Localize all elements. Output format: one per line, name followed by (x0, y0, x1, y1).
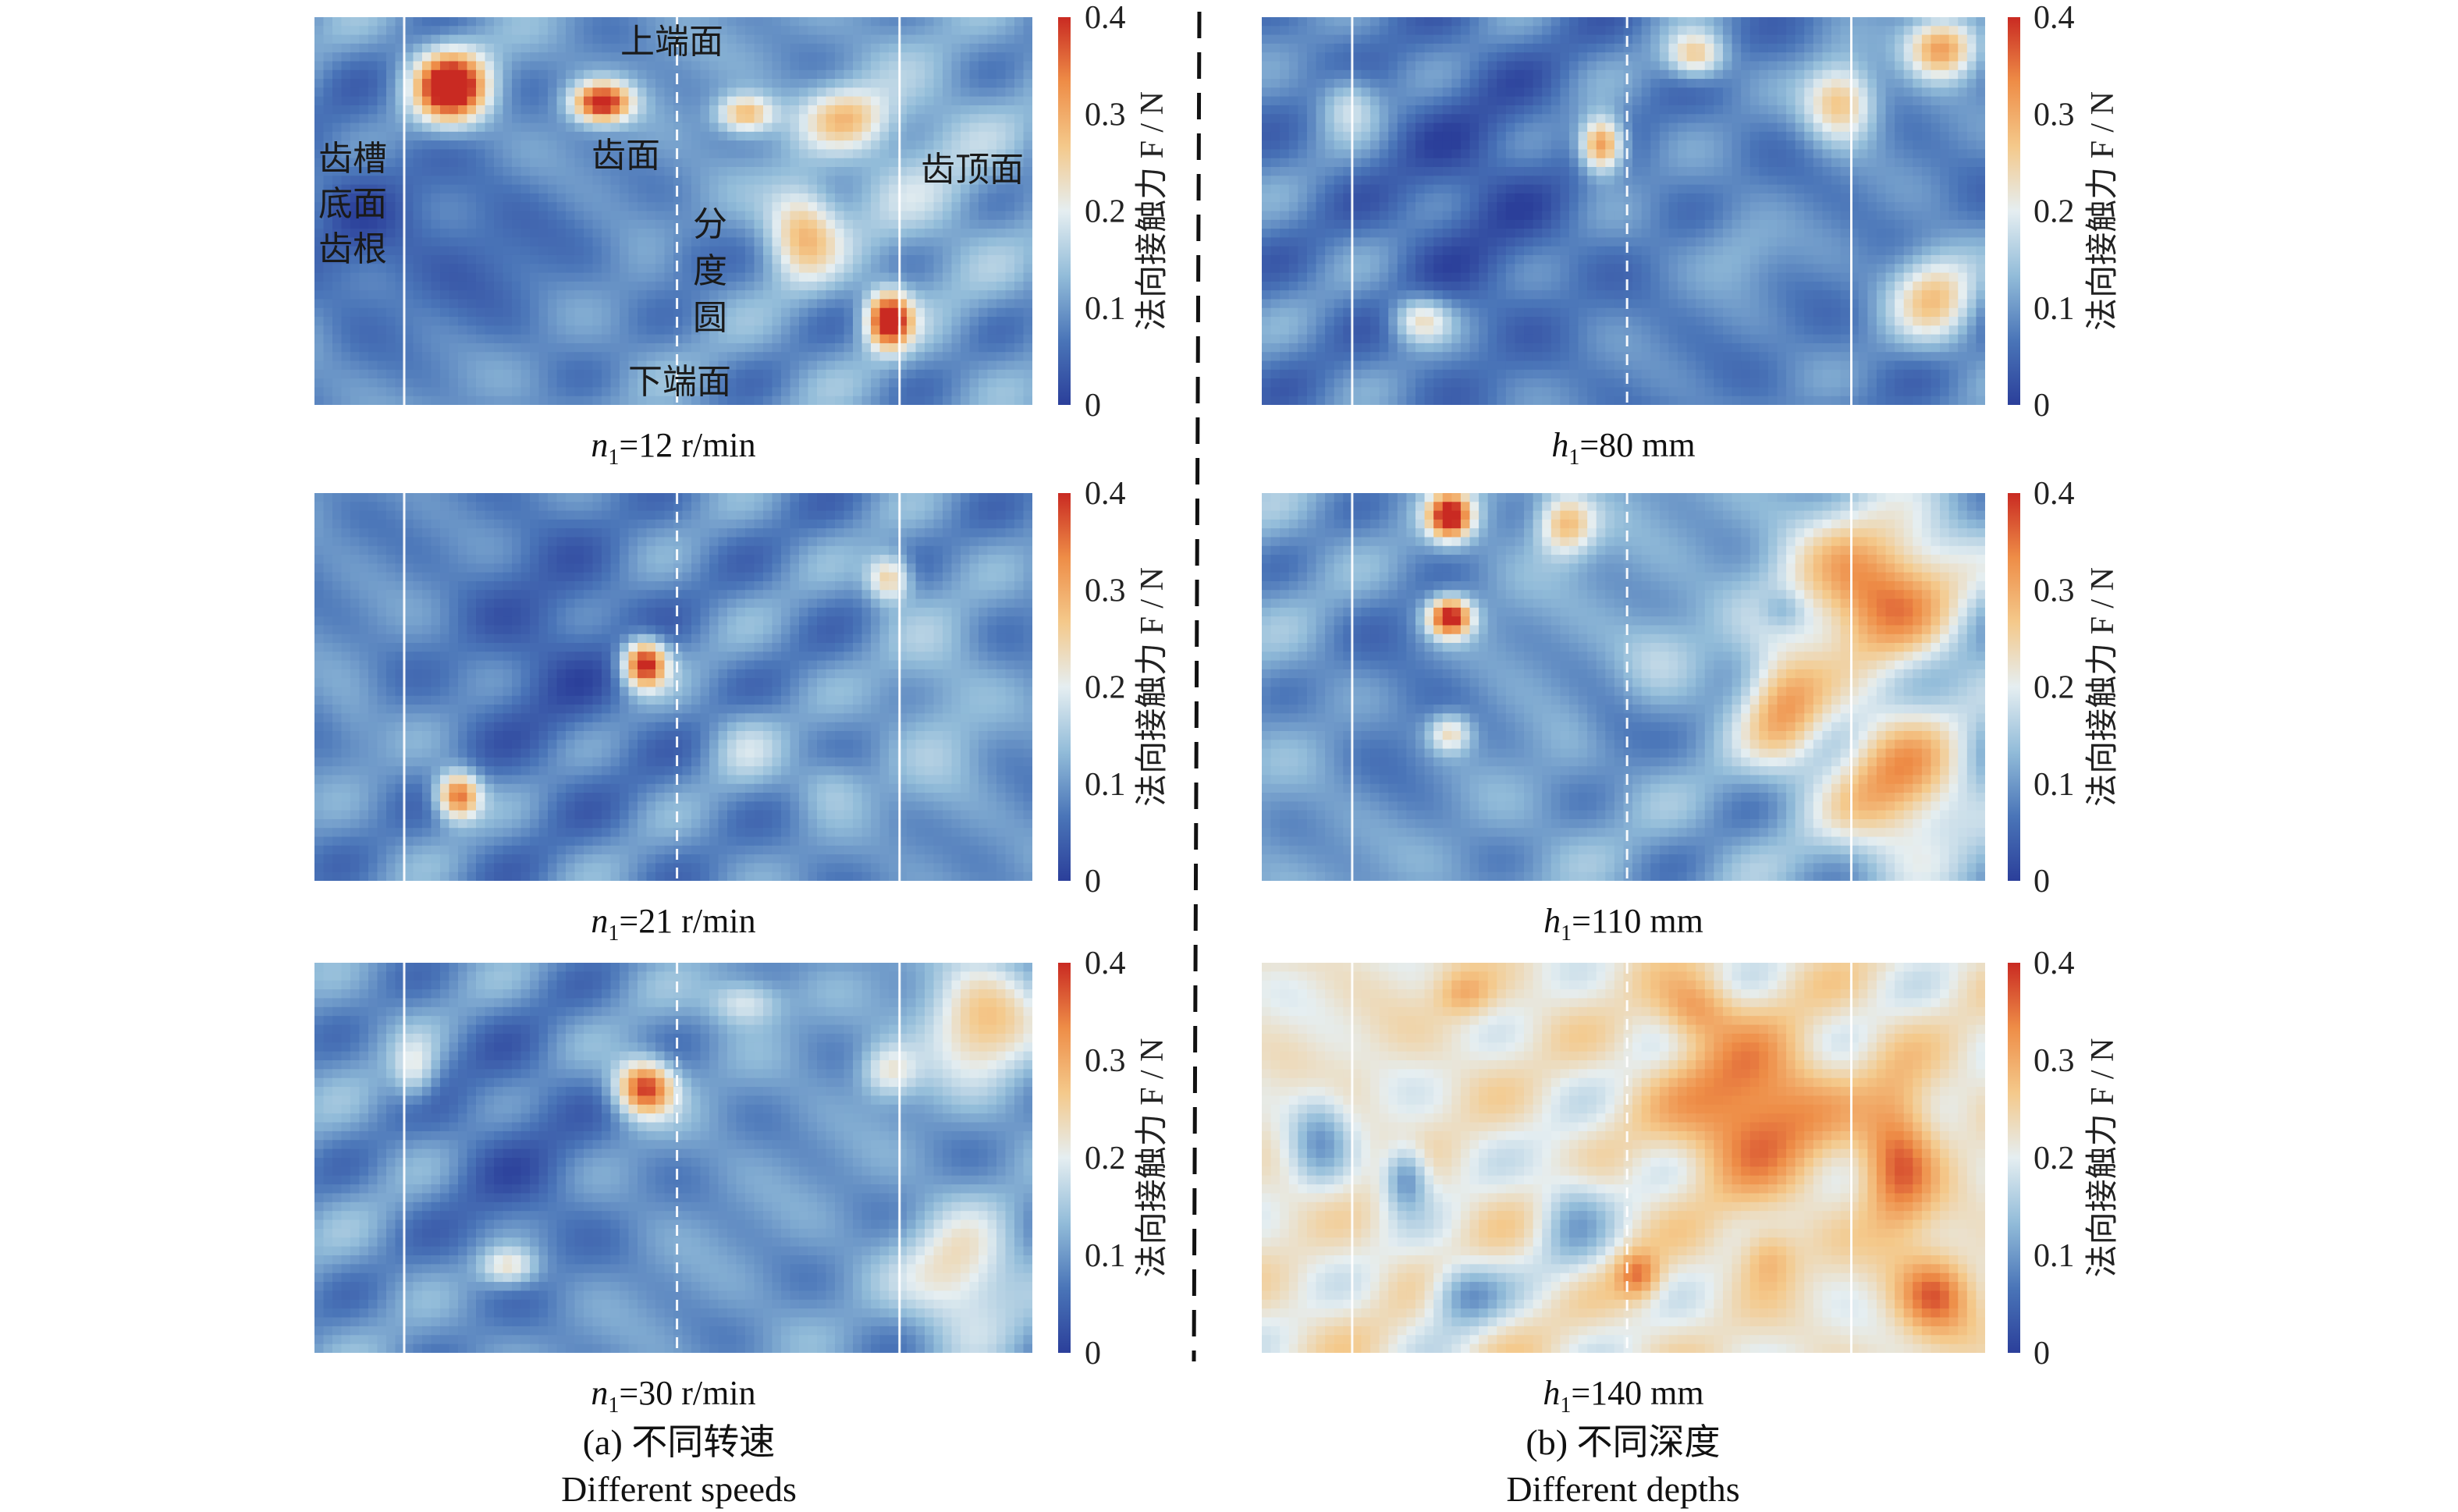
label-flank: 齿面 (591, 136, 660, 176)
heatmap-panel-a2: 0 0.1 0.2 0.3 0.4 法向接触力 F / N n1=21 r/min (314, 476, 1170, 946)
colorbar-gradient (1058, 963, 1071, 1353)
colorbar-tick-label: 0.1 (2034, 291, 2075, 327)
colorbar-tick-label: 0.3 (1085, 573, 1126, 609)
colorbar-tick-label: 0.2 (2034, 1141, 2075, 1177)
colorbar-tick-label: 0.1 (1085, 767, 1126, 803)
colorbar-gradient (2008, 493, 2020, 881)
colorbar-tick-label: 0.1 (1085, 291, 1126, 327)
label-tip: 齿顶面 (921, 150, 1024, 190)
colorbar-tick-label: 0.2 (2034, 670, 2075, 706)
colorbar-tick-label: 0 (1085, 1336, 1101, 1372)
colorbar-tick-label: 0.2 (2034, 194, 2075, 230)
colorbar-tick-label: 0.3 (1085, 97, 1126, 133)
colorbar-label: 法向接触力 F / N (1135, 567, 1170, 807)
colorbar-tick-label: 0.3 (1085, 1043, 1126, 1079)
heatmap-panel-b1: 0 0.1 0.2 0.3 0.4 法向接触力 F / N h1=80 mm (1262, 0, 2121, 470)
colorbar-gradient (1058, 493, 1071, 881)
colorbar-gradient (2008, 963, 2020, 1353)
colorbar-tick-label: 0.1 (2034, 1238, 2075, 1274)
label-upper-end: 上端面 (620, 22, 723, 62)
colorbar-gradient (2008, 17, 2020, 405)
colorbar-tick-label: 0 (1085, 388, 1101, 424)
colorbar-tick-label: 0.4 (2034, 0, 2075, 36)
group-b-caption-cn: (b) 不同深度 (1389, 1414, 1857, 1465)
panel-caption: n1=21 r/min (591, 902, 755, 946)
label-root-1: 底面 (318, 184, 387, 224)
panel-caption: n1=12 r/min (591, 426, 755, 470)
panel-caption: h1=140 mm (1543, 1374, 1703, 1418)
label-pitch-2: 圆 (693, 298, 727, 338)
colorbar-gradient (1058, 17, 1071, 405)
group-b-caption: (b) 不同深度 Different depths (1389, 1414, 1857, 1510)
heatmap-panel-b2: 0 0.1 0.2 0.3 0.4 法向接触力 F / N h1=110 mm (1262, 476, 2121, 946)
colorbar-tick-label: 0.4 (1085, 0, 1126, 36)
label-pitch-0: 分 (693, 204, 727, 244)
colorbar-tick-label: 0.4 (1085, 476, 1126, 512)
panel-caption: n1=30 r/min (591, 1374, 755, 1418)
colorbar-tick-label: 0.3 (2034, 573, 2075, 609)
group-b-caption-en: Different depths (1389, 1468, 1857, 1510)
label-pitch-1: 度 (693, 251, 727, 291)
colorbar-label: 法向接触力 F / N (1135, 1038, 1170, 1278)
colorbar-tick-label: 0 (2034, 1336, 2050, 1372)
colorbar-tick-label: 0.3 (2034, 97, 2075, 133)
colorbar-tick-label: 0.1 (1085, 1238, 1126, 1274)
heatmap-panel-b3: 0 0.1 0.2 0.3 0.4 法向接触力 F / N h1=140 mm (1262, 946, 2121, 1418)
colorbar-tick-label: 0.4 (2034, 476, 2075, 512)
colorbar-tick-label: 0.2 (1085, 670, 1126, 706)
colorbar-label: 法向接触力 F / N (1135, 91, 1170, 331)
label-root-2: 齿根 (318, 229, 387, 269)
colorbar-tick-label: 0.4 (1085, 946, 1126, 981)
group-a-caption-cn: (a) 不同转速 (445, 1414, 913, 1465)
group-divider (1192, 11, 1202, 1362)
colorbar-tick-label: 0.2 (1085, 1141, 1126, 1177)
colorbar-tick-label: 0 (1085, 864, 1101, 900)
group-a-caption: (a) 不同转速 Different speeds (445, 1414, 913, 1510)
panel-caption: h1=110 mm (1543, 902, 1703, 946)
label-lower-end: 下端面 (628, 362, 731, 402)
colorbar-label: 法向接触力 F / N (2085, 567, 2121, 807)
colorbar-label: 法向接触力 F / N (2085, 1038, 2121, 1278)
colorbar: 0 0.1 0.2 0.3 0.4 法向接触力 F / N (2008, 946, 2121, 1372)
colorbar-tick-label: 0.3 (2034, 1043, 2075, 1079)
colorbar: 0 0.1 0.2 0.3 0.4 法向接触力 F / N (2008, 476, 2121, 900)
group-a-caption-en: Different speeds (445, 1468, 913, 1510)
colorbar-tick-label: 0.2 (1085, 194, 1126, 230)
colorbar-tick-label: 0 (2034, 864, 2050, 900)
colorbar: 0 0.1 0.2 0.3 0.4 法向接触力 F / N (1058, 0, 1170, 424)
heatmap-panel-a1: 0 0.1 0.2 0.3 0.4 法向接触力 F / N n1=12 r/min (314, 0, 1170, 470)
colorbar: 0 0.1 0.2 0.3 0.4 法向接触力 F / N (1058, 476, 1170, 900)
colorbar-tick-label: 0.1 (2034, 767, 2075, 803)
colorbar-tick-label: 0 (2034, 388, 2050, 424)
heatmap-panel-a3: 0 0.1 0.2 0.3 0.4 法向接触力 F / N n1=30 r/min (314, 946, 1170, 1418)
panel-caption: h1=80 mm (1551, 426, 1695, 470)
colorbar-label: 法向接触力 F / N (2085, 91, 2121, 331)
colorbar-tick-label: 0.4 (2034, 946, 2075, 981)
label-root-0: 齿槽 (318, 139, 387, 179)
colorbar: 0 0.1 0.2 0.3 0.4 法向接触力 F / N (1058, 946, 1170, 1372)
colorbar: 0 0.1 0.2 0.3 0.4 法向接触力 F / N (2008, 0, 2121, 424)
